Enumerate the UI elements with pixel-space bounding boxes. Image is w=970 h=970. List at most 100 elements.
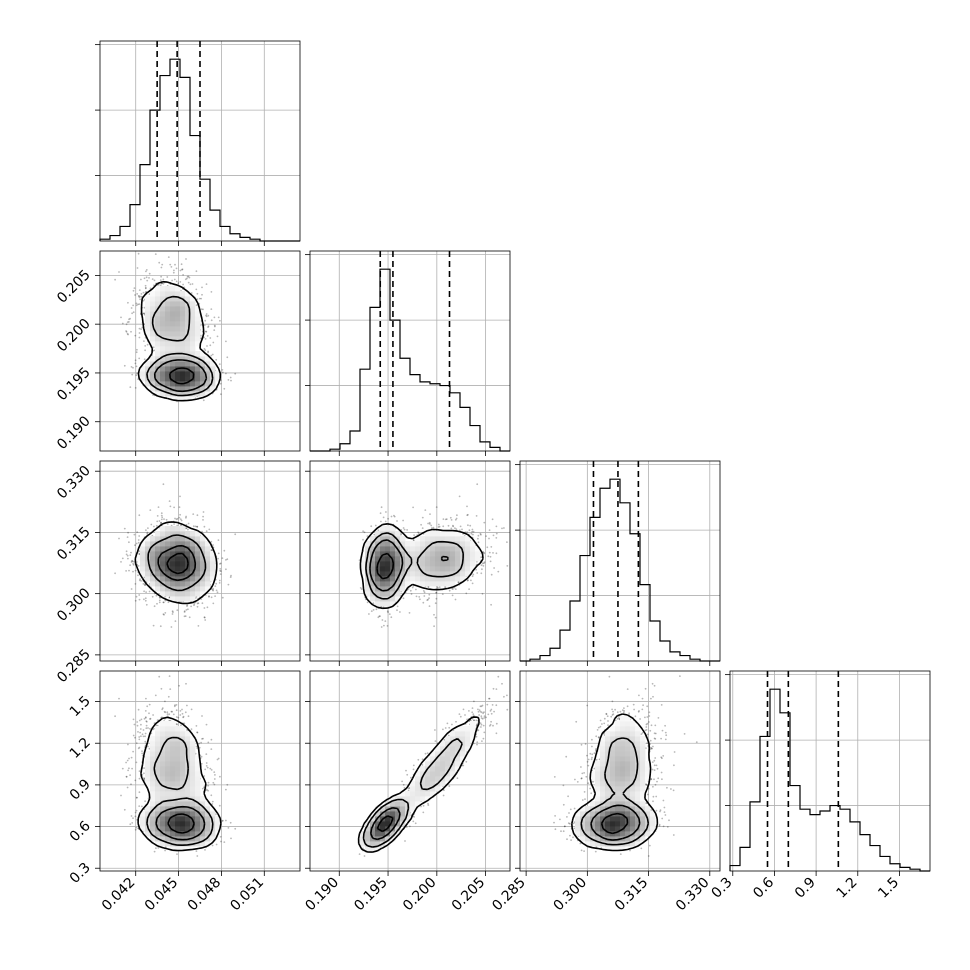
sample-point (179, 710, 182, 712)
density-cell (160, 566, 166, 572)
contour-level-3 (600, 812, 629, 835)
sample-point (581, 772, 584, 775)
sample-point (562, 784, 565, 787)
density-cell (165, 756, 171, 762)
sample-point (156, 520, 159, 523)
density-cell (205, 541, 211, 547)
density-cell (175, 751, 181, 757)
density-cell (200, 391, 206, 397)
sample-point (221, 557, 224, 560)
sample-point (623, 707, 625, 709)
density-cell (635, 746, 641, 752)
sample-point (402, 527, 405, 529)
density-cell (175, 801, 181, 807)
density-cell (165, 556, 171, 562)
density-cell (140, 826, 146, 832)
sample-point (148, 747, 151, 750)
density-cell (195, 786, 201, 792)
sample-point (169, 263, 172, 266)
density-cell (435, 771, 441, 777)
density-cell (160, 731, 166, 737)
sample-point (483, 715, 486, 718)
density-cell (200, 811, 206, 817)
density-cell (190, 366, 196, 372)
sample-point (478, 714, 480, 716)
sample-point (205, 330, 208, 333)
sample-point (210, 319, 213, 322)
sample-point (219, 573, 222, 575)
sample-point (135, 302, 138, 305)
sample-point (153, 850, 156, 853)
sample-point (164, 612, 167, 614)
sample-point (597, 726, 600, 729)
density-cell (155, 356, 161, 362)
density-cell (200, 386, 206, 392)
panel-frame (99, 670, 301, 872)
sample-point (589, 787, 591, 790)
density-cell (615, 731, 621, 737)
density-cell (400, 571, 406, 577)
density-cell (370, 841, 376, 847)
density-cell (185, 571, 191, 577)
sample-point (160, 514, 163, 517)
density-cell (145, 301, 151, 307)
sample-point (216, 758, 219, 761)
sample-point (569, 834, 571, 837)
density-cell (155, 751, 161, 757)
contour-level-0 (571, 713, 659, 852)
sample-point (140, 718, 143, 721)
density-cell (170, 306, 176, 312)
density-cell (190, 766, 196, 772)
density-cell (175, 371, 181, 377)
density-cell (190, 761, 196, 767)
density-cell (595, 776, 601, 782)
density-cell (420, 796, 426, 802)
sample-point (215, 589, 218, 592)
density-cell (370, 811, 376, 817)
density-cell (180, 781, 186, 787)
sample-point (183, 610, 186, 612)
density-cell (385, 601, 391, 607)
sample-point (144, 287, 147, 290)
density-cell (435, 751, 441, 757)
density-cell (190, 836, 196, 842)
density-cell (170, 721, 176, 727)
density-cell (595, 836, 601, 842)
density-cell (185, 791, 191, 797)
density-shading (140, 721, 221, 852)
density-cell (600, 806, 606, 812)
density-cell (155, 746, 161, 752)
sample-point (612, 710, 614, 713)
sample-point (445, 518, 448, 520)
sample-point (477, 729, 480, 732)
density-cell (610, 726, 616, 732)
sample-point (660, 771, 663, 774)
density-cell (375, 806, 381, 812)
density-cell (390, 551, 396, 557)
sample-point (201, 715, 203, 717)
sample-point (212, 602, 215, 605)
density-cell (380, 566, 386, 572)
sample-point (476, 572, 479, 574)
sample-point (234, 372, 237, 375)
density-cell (195, 306, 201, 312)
sample-point (480, 572, 483, 575)
density-cell (150, 761, 156, 767)
density-cell (150, 366, 156, 372)
sample-point (182, 283, 185, 286)
sample-point (654, 757, 657, 759)
sample-point (641, 732, 644, 734)
density-cell (375, 596, 381, 602)
y-tick-label: 0.330 (54, 463, 94, 503)
sample-point (645, 783, 647, 786)
sample-point (183, 615, 186, 618)
sample-point (218, 579, 221, 582)
y-tick-label: 0.190 (54, 413, 94, 453)
density-cell (465, 556, 471, 562)
panel-content (114, 675, 237, 857)
sample-point (214, 325, 216, 328)
panel-frame (519, 460, 721, 662)
sample-point (586, 760, 589, 763)
density-cell (395, 801, 401, 807)
density-cell (175, 376, 181, 382)
